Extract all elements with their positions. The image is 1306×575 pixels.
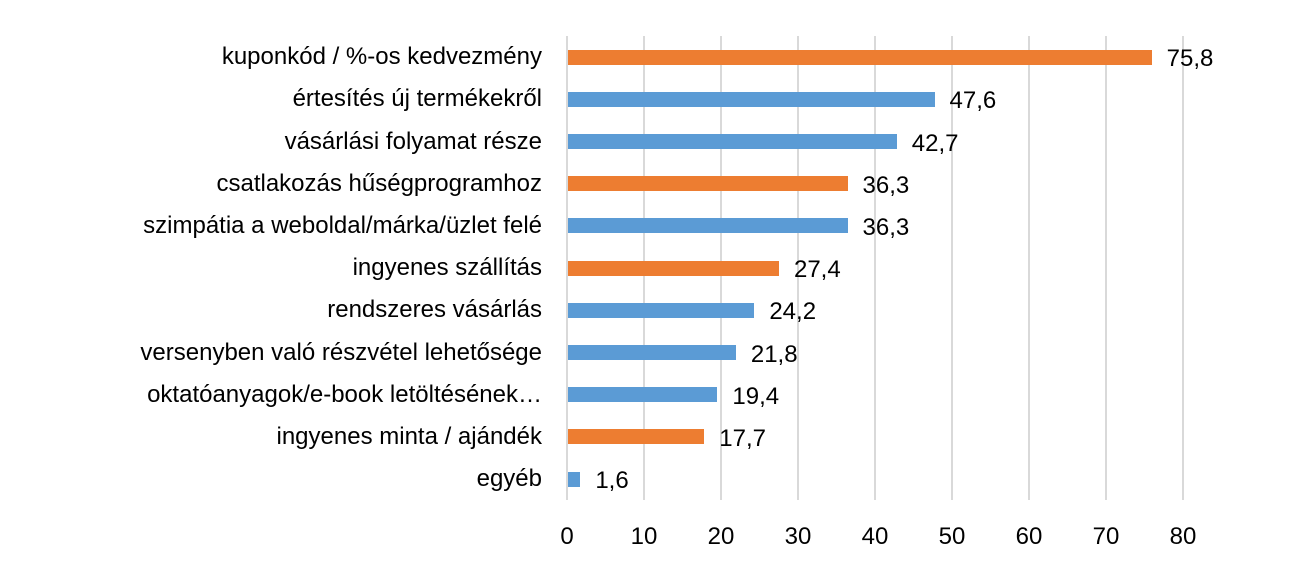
value-label: 17,7	[719, 424, 766, 452]
category-label: értesítés új termékekről	[292, 85, 542, 113]
value-label: 24,2	[769, 298, 817, 326]
category-label: ingyenes szállítás	[352, 254, 542, 282]
value-label: 19,4	[732, 382, 780, 410]
bar	[568, 260, 779, 276]
category-label: kuponkód / %-os kedvezmény	[221, 43, 542, 71]
x-tick-label: 0	[560, 523, 574, 550]
gridline	[1182, 36, 1184, 500]
gridline	[1028, 36, 1030, 500]
gridline	[797, 36, 799, 500]
bar	[568, 134, 897, 149]
x-tick-label: 50	[938, 523, 966, 550]
category-label: vásárlási folyamat része	[284, 127, 542, 155]
x-tick-label: 70	[1092, 523, 1120, 550]
category-label: oktatóanyagok/e-book letöltésének…	[147, 380, 542, 408]
category-label: versenyben való részvétel lehetősége	[140, 338, 542, 366]
category-label: csatlakozás hűségprogramhoz	[216, 169, 542, 197]
value-label: 1,6	[595, 467, 629, 495]
value-label: 21,8	[750, 340, 798, 368]
value-label: 27,4	[793, 256, 841, 284]
x-tick-label: 60	[1015, 523, 1043, 550]
x-tick-label: 10	[630, 523, 658, 550]
value-label: 47,6	[949, 87, 997, 115]
x-tick-label: 20	[707, 523, 735, 550]
value-label: 75,8	[1166, 45, 1214, 73]
bar	[568, 176, 848, 192]
gridline	[874, 36, 876, 500]
y-axis-line	[566, 36, 568, 500]
bar	[568, 471, 581, 487]
category-label: rendszeres vásárlás	[327, 296, 542, 324]
bar	[568, 91, 935, 107]
x-tick-label: 30	[784, 523, 812, 550]
bar	[568, 429, 705, 445]
bar	[568, 345, 736, 360]
category-label: szimpátia a weboldal/márka/üzlet felé	[143, 211, 542, 239]
value-label: 36,3	[862, 171, 910, 199]
x-tick-label: 80	[1169, 523, 1197, 550]
bar	[568, 218, 848, 234]
bar	[568, 387, 718, 403]
value-label: 42,7	[911, 129, 959, 157]
bar	[568, 302, 755, 318]
value-label: 36,3	[862, 213, 910, 241]
x-tick-label: 40	[861, 523, 889, 550]
category-label: ingyenes minta / ajándék	[276, 422, 543, 450]
gridline	[1105, 36, 1107, 500]
category-label: egyéb	[476, 465, 542, 493]
bar	[568, 49, 1152, 65]
gridline	[951, 36, 953, 500]
